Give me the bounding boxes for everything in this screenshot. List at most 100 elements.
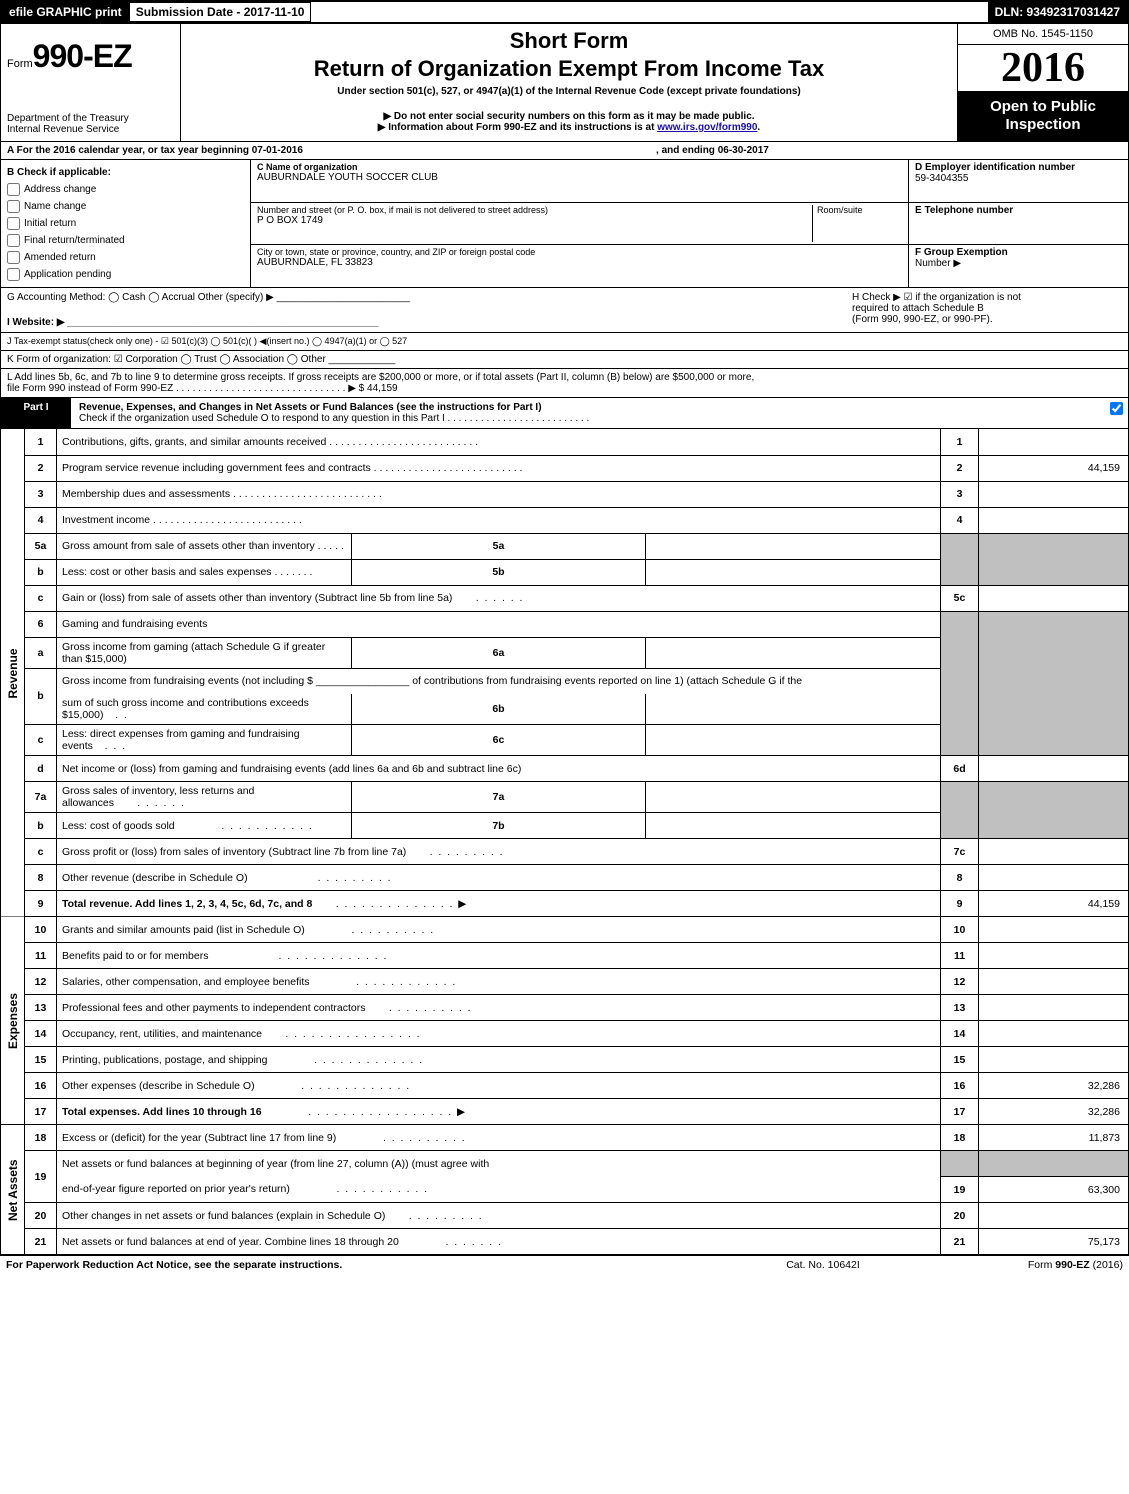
dept-treasury: Department of the Treasury	[7, 113, 174, 124]
part-i-table: Revenue 1 Contributions, gifts, grants, …	[0, 429, 1129, 1255]
efile-print-label: efile GRAPHIC print	[2, 2, 129, 22]
row-g-h: G Accounting Method: ◯ Cash ◯ Accrual Ot…	[0, 288, 1129, 333]
ln-15-num: 15	[25, 1047, 57, 1073]
omb-number: OMB No. 1545-1150	[958, 24, 1128, 45]
ln-12-desc: Salaries, other compensation, and employ…	[57, 969, 941, 995]
page-footer: For Paperwork Reduction Act Notice, see …	[0, 1255, 1129, 1274]
ln-6a-subval	[646, 637, 941, 668]
ln-8-num: 8	[25, 865, 57, 891]
ln-7a-subval	[646, 782, 941, 813]
ln-5c-ref: 5c	[941, 585, 979, 611]
open-to-public-badge: Open to Public Inspection	[958, 92, 1128, 141]
header-col-left: Form990-EZ Department of the Treasury In…	[1, 24, 181, 141]
section-def: D Employer identification number 59-3404…	[908, 160, 1128, 287]
under-section-text: Under section 501(c), 527, or 4947(a)(1)…	[187, 86, 951, 97]
ln-5b-sub: 5b	[351, 559, 646, 585]
ln-9-ref: 9	[941, 891, 979, 917]
chk-address-change-box[interactable]	[7, 183, 20, 196]
chk-amended-return[interactable]: Amended return	[7, 249, 244, 266]
return-title: Return of Organization Exempt From Incom…	[187, 56, 951, 82]
ln-3-ref: 3	[941, 481, 979, 507]
chk-name-change-box[interactable]	[7, 200, 20, 213]
ln-21-ref: 21	[941, 1229, 979, 1255]
ln-5a-num: 5a	[25, 533, 57, 559]
header-col-right: OMB No. 1545-1150 2016 Open to Public In…	[958, 24, 1128, 141]
ln-11-desc: Benefits paid to or for members . . . . …	[57, 943, 941, 969]
side-revenue: Revenue	[1, 429, 25, 917]
chk-initial-return[interactable]: Initial return	[7, 215, 244, 232]
part-i-checkbox[interactable]	[1104, 398, 1128, 428]
ln-9-desc: Total revenue. Add lines 1, 2, 3, 4, 5c,…	[57, 891, 941, 917]
submission-date-label: Submission Date - 2017-11-10	[129, 2, 312, 22]
row-j-tax-exempt: J Tax-exempt status(check only one) - ☑ …	[0, 333, 1129, 351]
footer-formref: Form 990-EZ (2016)	[923, 1259, 1123, 1271]
chk-name-change[interactable]: Name change	[7, 198, 244, 215]
ln-13-desc: Professional fees and other payments to …	[57, 995, 941, 1021]
form-word: Form	[7, 58, 33, 70]
ln-18-desc: Excess or (deficit) for the year (Subtra…	[57, 1125, 941, 1151]
footer-catno: Cat. No. 10642I	[723, 1259, 923, 1271]
ln-15-desc: Printing, publications, postage, and shi…	[57, 1047, 941, 1073]
ln-20-ref: 20	[941, 1203, 979, 1229]
ln-7a-sub: 7a	[351, 782, 646, 813]
ln-6b-subval	[646, 694, 941, 725]
ln-13-num: 13	[25, 995, 57, 1021]
dln-label: DLN: 93492317031427	[988, 2, 1127, 22]
ln-6b-num: b	[25, 668, 57, 725]
footer-paperwork: For Paperwork Reduction Act Notice, see …	[6, 1259, 723, 1271]
chk-final-return-box[interactable]	[7, 234, 20, 247]
ln-3-amt	[979, 481, 1129, 507]
ln-18-ref: 18	[941, 1125, 979, 1151]
ln-1-desc: Contributions, gifts, grants, and simila…	[57, 429, 941, 455]
form-number: 990-EZ	[33, 38, 132, 74]
row-l-gross-receipts: L Add lines 5b, 6c, and 7b to line 9 to …	[0, 369, 1129, 398]
ln-3-desc: Membership dues and assessments	[57, 481, 941, 507]
ln-8-desc: Other revenue (describe in Schedule O) .…	[57, 865, 941, 891]
ln-6-desc: Gaming and fundraising events	[57, 611, 941, 637]
instructions-link[interactable]: www.irs.gov/form990	[657, 122, 757, 133]
instr-pre: ▶ Information about Form 990-EZ and its …	[378, 122, 657, 133]
ln-5c-desc: Gain or (loss) from sale of assets other…	[57, 585, 941, 611]
part-i-checkbox-input[interactable]	[1110, 402, 1123, 415]
side-net-assets: Net Assets	[1, 1125, 25, 1255]
org-name: AUBURNDALE YOUTH SOCCER CLUB	[257, 172, 902, 183]
row-a-calendar-year: A For the 2016 calendar year, or tax yea…	[0, 142, 1129, 160]
form-header: Form990-EZ Department of the Treasury In…	[0, 24, 1129, 142]
ln-8-ref: 8	[941, 865, 979, 891]
chk-amended-return-box[interactable]	[7, 251, 20, 264]
ln-19-desc1: Net assets or fund balances at beginning…	[57, 1151, 941, 1177]
e-label: E Telephone number	[915, 205, 1122, 216]
ln-1-ref: 1	[941, 429, 979, 455]
chk-application-pending-box[interactable]	[7, 268, 20, 281]
part-i-sub: Check if the organization used Schedule …	[79, 413, 589, 424]
chk-application-pending[interactable]: Application pending	[7, 266, 244, 283]
chk-address-change[interactable]: Address change	[7, 181, 244, 198]
shade-7	[941, 782, 979, 839]
ln-6d-amt	[979, 756, 1129, 782]
f-label: F Group Exemption	[915, 247, 1122, 258]
chk-final-return[interactable]: Final return/terminated	[7, 232, 244, 249]
chk-initial-return-box[interactable]	[7, 217, 20, 230]
ln-7b-sub: 7b	[351, 813, 646, 839]
ln-17-amt: 32,286	[979, 1099, 1129, 1125]
part-i-title: Revenue, Expenses, and Changes in Net As…	[79, 402, 542, 413]
part-i-desc: Revenue, Expenses, and Changes in Net As…	[71, 398, 1104, 428]
row-city: City or town, state or province, country…	[251, 245, 908, 287]
ln-19-ref: 19	[941, 1177, 979, 1203]
ln-14-ref: 14	[941, 1021, 979, 1047]
row-org-name: C Name of organization AUBURNDALE YOUTH …	[251, 160, 908, 203]
form-number-block: Form990-EZ	[1, 24, 180, 79]
ln-10-amt	[979, 917, 1129, 943]
ln-17-ref: 17	[941, 1099, 979, 1125]
ln-7c-num: c	[25, 839, 57, 865]
ln-15-ref: 15	[941, 1047, 979, 1073]
ln-19-desc2: end-of-year figure reported on prior yea…	[57, 1177, 941, 1203]
g-accounting-method: G Accounting Method: ◯ Cash ◯ Accrual Ot…	[7, 292, 842, 303]
ln-2-amt: 44,159	[979, 455, 1129, 481]
addr-label: Number and street (or P. O. box, if mail…	[257, 205, 812, 215]
ln-10-num: 10	[25, 917, 57, 943]
shade-5-amt	[979, 533, 1129, 585]
l-line1: L Add lines 5b, 6c, and 7b to line 9 to …	[7, 372, 1122, 383]
ln-9-amt: 44,159	[979, 891, 1129, 917]
ln-4-amt	[979, 507, 1129, 533]
